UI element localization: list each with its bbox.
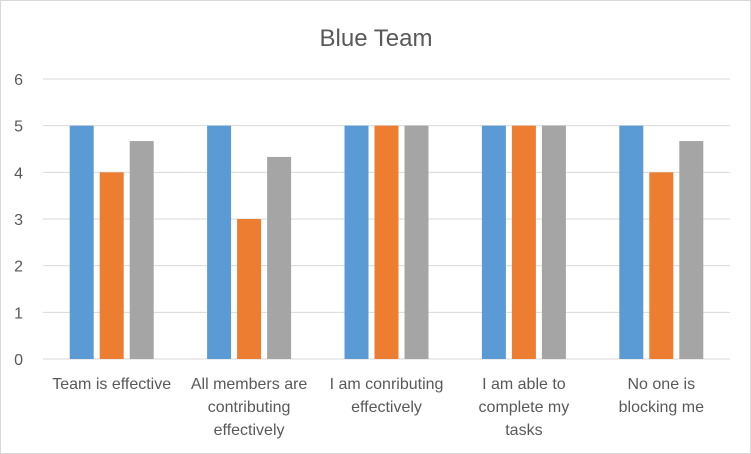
bars: [69, 125, 704, 360]
x-category-label-line: complete my: [479, 399, 570, 416]
x-category-label: No one is blocking me: [619, 376, 704, 416]
bar-series-1-category-5: [619, 125, 644, 360]
y-tick-label: 1: [14, 305, 23, 322]
bar-series-1-category-2: [207, 125, 232, 360]
bar-series-2-category-3: [374, 125, 399, 360]
bar-series-3-category-2: [267, 156, 292, 359]
y-tick-label: 6: [14, 72, 23, 89]
bar-series-3-category-4: [541, 125, 566, 360]
bar-series-3-category-1: [129, 141, 154, 359]
bar-series-3-category-3: [404, 125, 429, 360]
y-axis-tick-labels: 0 1 2 3 4 5 6: [14, 72, 23, 369]
chart-title: Blue Team: [320, 25, 433, 52]
bar-series-1-category-4: [481, 125, 506, 360]
x-category-label-line: tasks: [505, 422, 542, 439]
y-tick-label: 0: [14, 352, 23, 369]
x-category-label: I am conributing effectively: [330, 376, 444, 416]
x-category-label-line: blocking me: [619, 399, 704, 416]
x-category-label: All members are contributing effectively: [191, 376, 308, 439]
x-category-label: I am able to complete my tasks: [479, 376, 570, 439]
bar-series-2-category-1: [99, 172, 124, 359]
x-category-label-line: Team is effective: [52, 376, 171, 393]
x-category-label: Team is effective: [52, 376, 171, 393]
x-category-label-line: No one is: [628, 376, 696, 393]
y-tick-label: 5: [14, 119, 23, 136]
bar-series-2-category-4: [511, 125, 536, 360]
x-category-label-line: effectively: [214, 422, 285, 439]
x-category-label-line: All members are: [191, 376, 308, 393]
y-tick-label: 4: [14, 165, 23, 182]
x-axis-category-labels: Team is effective All members are contribu…: [52, 376, 704, 439]
bar-series-2-category-5: [649, 172, 674, 359]
x-category-label-line: I am able to: [482, 376, 566, 393]
bar-series-1-category-1: [69, 125, 94, 360]
y-tick-label: 2: [14, 259, 23, 276]
bar-series-2-category-2: [237, 219, 262, 359]
x-category-label-line: contributing: [208, 399, 291, 416]
x-category-label-line: I am conributing: [330, 376, 444, 393]
x-category-label-line: effectively: [351, 399, 422, 416]
bar-series-3-category-5: [679, 141, 704, 359]
y-tick-label: 3: [14, 212, 23, 229]
bar-series-1-category-3: [344, 125, 369, 360]
